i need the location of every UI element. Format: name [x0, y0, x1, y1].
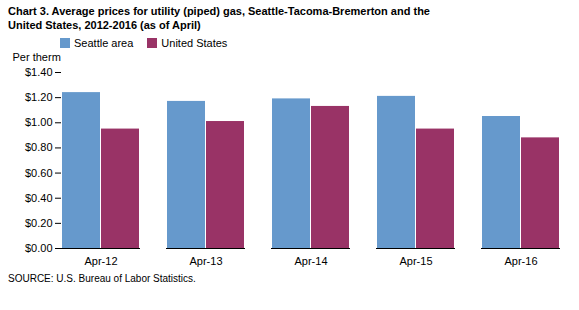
svg-text:$0.20: $0.20	[25, 217, 53, 229]
svg-text:Apr-16: Apr-16	[504, 255, 537, 267]
html-text:Chart 3. Average prices for ut: Chart 3. Average prices for utility (pip…	[8, 5, 430, 17]
svg-text:$1.40: $1.40	[25, 66, 53, 78]
svg-text:Apr-12: Apr-12	[84, 255, 117, 267]
svg-text:Apr-15: Apr-15	[399, 255, 432, 267]
svg-text:$1.20: $1.20	[25, 91, 53, 103]
html-text:SOURCE: U.S. Bureau of Labor S: SOURCE: U.S. Bureau of Labor Statistics.	[8, 273, 196, 284]
svg-text:Apr-13: Apr-13	[189, 255, 222, 267]
html-text:Seattle area: Seattle area	[74, 37, 134, 49]
svg-text:$1.00: $1.00	[25, 116, 53, 128]
svg-text:Apr-14: Apr-14	[294, 255, 327, 267]
svg-text:$0.40: $0.40	[25, 192, 53, 204]
svg-text:$0.60: $0.60	[25, 167, 53, 179]
svg-text:$0.00: $0.00	[25, 242, 53, 254]
svg-text:Per therm: Per therm	[13, 51, 61, 63]
html-text:United States, 2012-2016 (as o: United States, 2012-2016 (as of April)	[8, 19, 201, 31]
html-text:United States: United States	[161, 37, 228, 49]
svg-text:$0.80: $0.80	[25, 141, 53, 153]
